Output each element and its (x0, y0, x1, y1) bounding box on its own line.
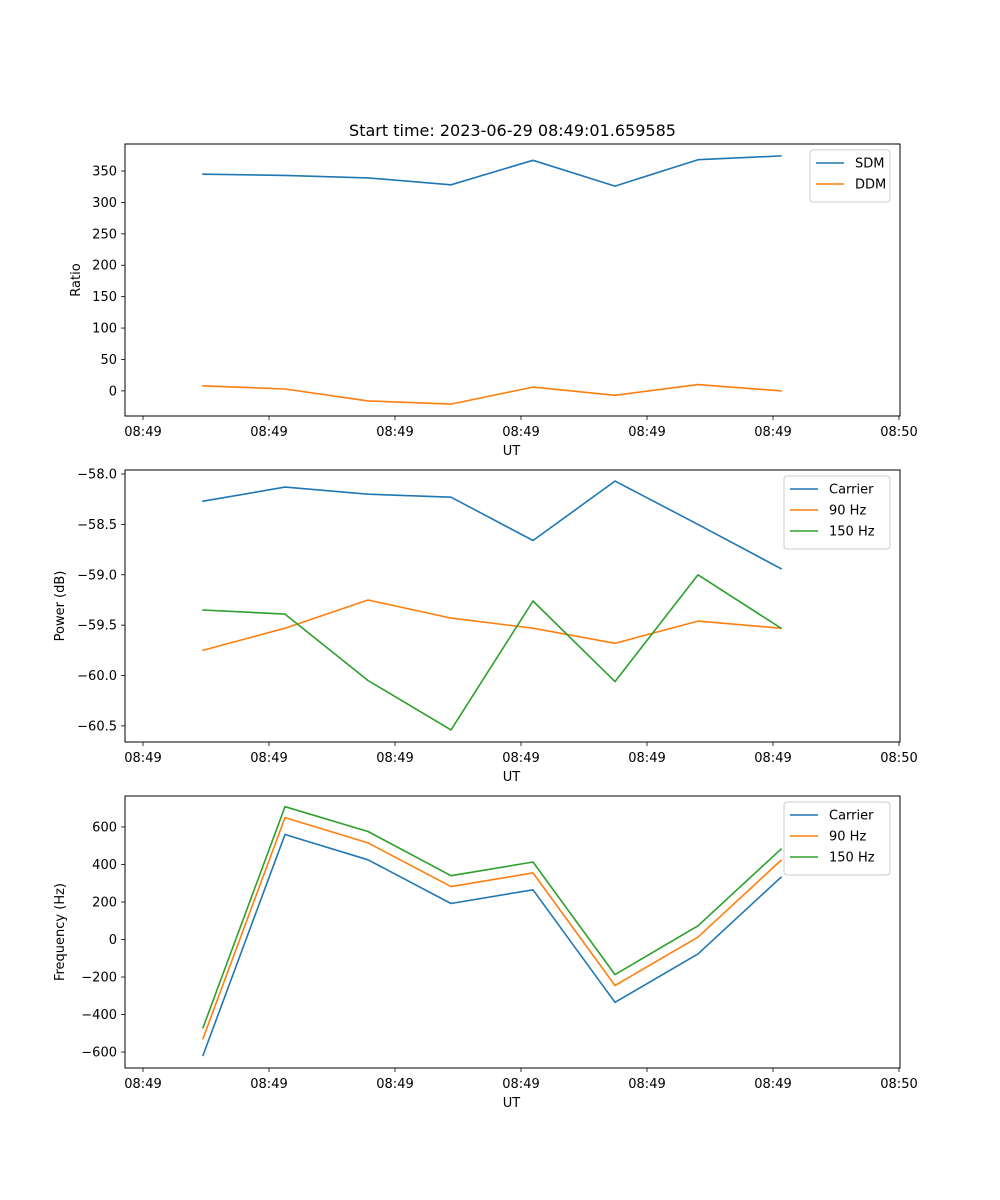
y-tick-label: 0 (109, 933, 117, 948)
x-axis-label: UT (503, 444, 521, 459)
x-tick-label: 08:49 (376, 751, 413, 766)
y-tick-label: 150 (92, 290, 117, 305)
legend-label: 150 Hz (829, 525, 875, 540)
panel-2: 08:49 08:49 08:49 08:49 08:49 08:49 08:50 −60.5… (53, 468, 918, 785)
y-tick-label: −400 (81, 1008, 117, 1023)
y-axis-label: Ratio (69, 263, 84, 296)
y-tick-label: −60.0 (77, 669, 117, 684)
legend-label: 150 Hz (829, 851, 875, 866)
x-tick-label: 08:49 (250, 425, 287, 440)
x-tick-label: 08:49 (628, 425, 665, 440)
legend-label: Carrier (829, 809, 874, 824)
y-tick-label: −59.5 (77, 619, 117, 634)
x-tick-label: 08:50 (880, 1077, 917, 1092)
panel-1: 08:49 08:49 08:49 08:49 08:49 08:49 08:50 0 50 10… (69, 121, 918, 459)
x-tick-label: 08:50 (880, 425, 917, 440)
legend: SDM DDM (809, 149, 891, 203)
chart-title: Start time: 2023-06-29 08:49:01.659585 (349, 121, 676, 140)
x-tick-label: 08:49 (376, 425, 413, 440)
x-tick-label: 08:49 (754, 751, 791, 766)
y-tick-label: −200 (81, 971, 117, 986)
x-tick-label: 08:49 (754, 425, 791, 440)
series-line-90-hz (202, 599, 782, 652)
x-tick-label: 08:49 (124, 425, 161, 440)
axes-frame (124, 795, 901, 1069)
y-tick-label: 600 (92, 820, 117, 835)
series-line-ddm (202, 383, 782, 405)
x-tick-label: 08:49 (628, 751, 665, 766)
legend-label: DDM (855, 178, 886, 193)
series-line-90-hz (201, 816, 783, 1040)
y-tick-label: 300 (92, 196, 117, 211)
legend-label: 90 Hz (829, 830, 866, 845)
legend-label: 90 Hz (829, 504, 866, 519)
x-tick-label: 08:49 (502, 751, 539, 766)
y-tick-label: −600 (81, 1046, 117, 1061)
y-tick-label: 0 (109, 384, 117, 399)
x-tick-label: 08:49 (250, 1077, 287, 1092)
y-tick-label: 350 (92, 165, 117, 180)
x-tick-label: 08:49 (124, 1077, 161, 1092)
x-tick-label: 08:50 (880, 751, 917, 766)
series-line-carrier (201, 833, 783, 1057)
y-axis-label: Frequency (Hz) (53, 883, 68, 981)
x-axis-label: UT (503, 1096, 521, 1111)
x-tick-label: 08:49 (502, 425, 539, 440)
x-tick-label: 08:49 (124, 751, 161, 766)
y-tick-label: −59.0 (77, 568, 117, 583)
x-tick-label: 08:49 (376, 1077, 413, 1092)
y-tick-label: 50 (100, 353, 117, 368)
y-tick-label: 100 (92, 322, 117, 337)
panel-3: 08:49 08:49 08:49 08:49 08:49 08:49 08:50 −600 −… (53, 795, 918, 1111)
y-tick-label: 250 (92, 227, 117, 242)
y-tick-label: 200 (92, 895, 117, 910)
y-tick-label: 200 (92, 259, 117, 274)
axes-frame (124, 143, 901, 417)
series-line-sdm (202, 155, 782, 187)
x-axis-label: UT (503, 770, 521, 785)
axes-frame (124, 469, 901, 743)
x-tick-label: 08:49 (628, 1077, 665, 1092)
series-line-150-hz (201, 805, 783, 1029)
legend-label: Carrier (829, 483, 874, 498)
series-line-carrier (202, 480, 783, 570)
x-tick-label: 08:49 (754, 1077, 791, 1092)
y-tick-label: −60.5 (77, 719, 117, 734)
y-tick-label: −58.0 (77, 468, 117, 483)
legend: Carrier 90 Hz 150 Hz (783, 801, 891, 876)
y-tick-label: −58.5 (77, 518, 117, 533)
legend: Carrier 90 Hz 150 Hz (783, 475, 891, 550)
series-line-150-hz (202, 573, 783, 731)
x-tick-label: 08:49 (502, 1077, 539, 1092)
y-axis-label: Power (dB) (53, 571, 68, 642)
y-tick-label: 400 (92, 858, 117, 873)
legend-label: SDM (855, 157, 884, 172)
x-tick-label: 08:49 (250, 751, 287, 766)
